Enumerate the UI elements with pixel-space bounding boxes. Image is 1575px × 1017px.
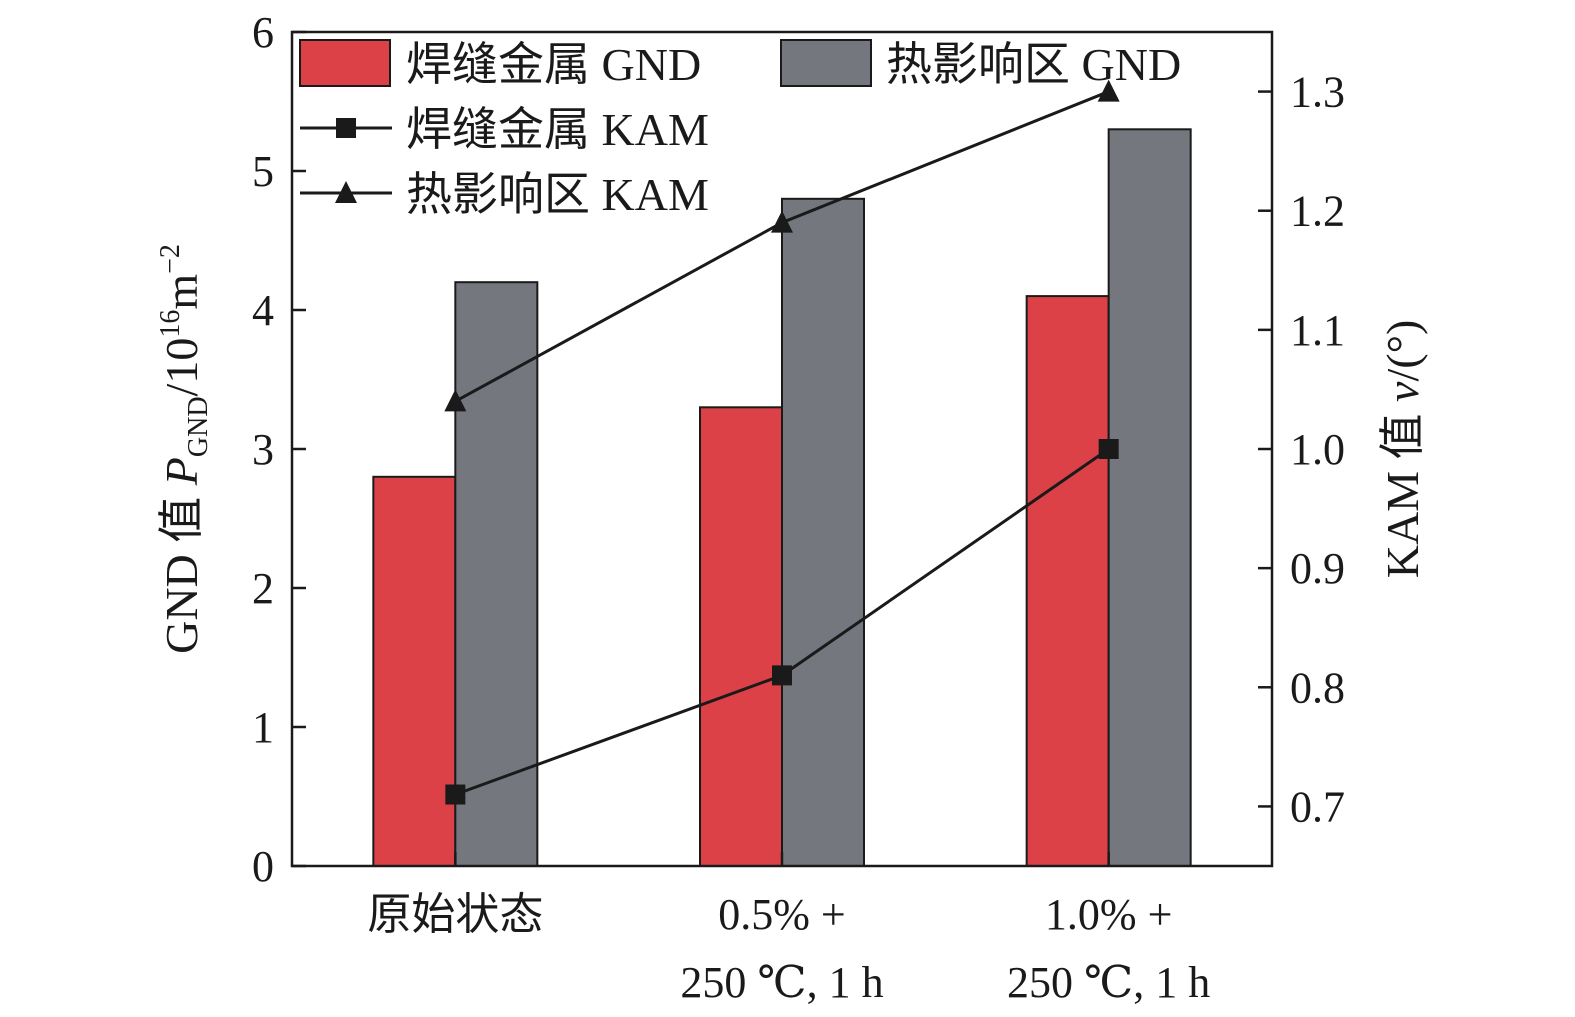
left-axis-title: GND 值 PGND/1016m−2 (155, 244, 214, 654)
right-tick-label: 0.8 (1290, 663, 1345, 712)
legend-marker-square (336, 118, 356, 138)
legend-label-haz-gnd: 热影响区 GND (886, 39, 1181, 90)
legend-swatch-haz-gnd (780, 39, 872, 87)
left-tick-label: 1 (252, 703, 274, 752)
bar-weld-gnd-1 (699, 406, 783, 867)
legend-label-weld-gnd: 焊缝金属 GND (406, 39, 701, 90)
bar-haz-gnd-2 (1107, 128, 1192, 868)
kam-point-haz-2 (1097, 79, 1120, 102)
x-tick-label: 250 ℃, 1 h (1007, 958, 1210, 1007)
kam-point-weld-0 (445, 784, 466, 805)
left-axis: 0 1 2 3 4 5 6 (252, 8, 306, 891)
x-tick-label: 1.0% + (1045, 890, 1172, 939)
left-tick-label: 5 (252, 147, 274, 196)
right-axis: 0.7 0.8 0.9 1.0 1.1 1.2 1.3 (1258, 68, 1345, 831)
right-tick-label: 0.9 (1290, 544, 1345, 593)
x-tick-label: 0.5% + (718, 890, 845, 939)
right-tick-label: 0.7 (1290, 782, 1345, 831)
right-tick-label: 1.1 (1290, 306, 1345, 355)
left-tick-label: 2 (252, 564, 274, 613)
legend: 焊缝金属 GND 热影响区 GND 焊缝金属 KAM 热影响区 KAM (299, 39, 1181, 220)
x-tick-label: 原始状态 (367, 890, 543, 939)
left-tick-label: 4 (252, 286, 274, 335)
bar-weld-gnd-2 (1025, 295, 1110, 868)
right-tick-label: 1.3 (1290, 68, 1345, 117)
right-tick-label: 1.2 (1290, 187, 1345, 236)
legend-label-haz-kam: 热影响区 KAM (406, 169, 709, 220)
bars (372, 128, 1192, 868)
kam-point-weld-1 (772, 665, 792, 686)
x-axis: 原始状态 0.5% + 250 ℃, 1 h 1.0% + 250 ℃, 1 h (367, 852, 1210, 1007)
bar-haz-gnd-1 (781, 197, 865, 868)
kam-point-haz-1 (771, 210, 793, 233)
left-tick-label: 0 (252, 842, 274, 891)
kam-point-haz-0 (444, 389, 467, 412)
bar-weld-gnd-0 (372, 475, 457, 867)
legend-swatch-weld-gnd (299, 39, 391, 87)
legend-marker-triangle (335, 181, 357, 203)
right-axis-title: KAM 值 v/(°) (1377, 320, 1428, 579)
left-tick-label: 6 (252, 8, 274, 57)
x-tick-label: 250 ℃, 1 h (680, 958, 883, 1007)
right-tick-label: 1.0 (1290, 425, 1345, 474)
legend-label-weld-kam: 焊缝金属 KAM (406, 104, 709, 155)
kam-lines (444, 79, 1120, 805)
left-tick-label: 3 (252, 425, 274, 474)
kam-point-weld-2 (1098, 439, 1119, 459)
